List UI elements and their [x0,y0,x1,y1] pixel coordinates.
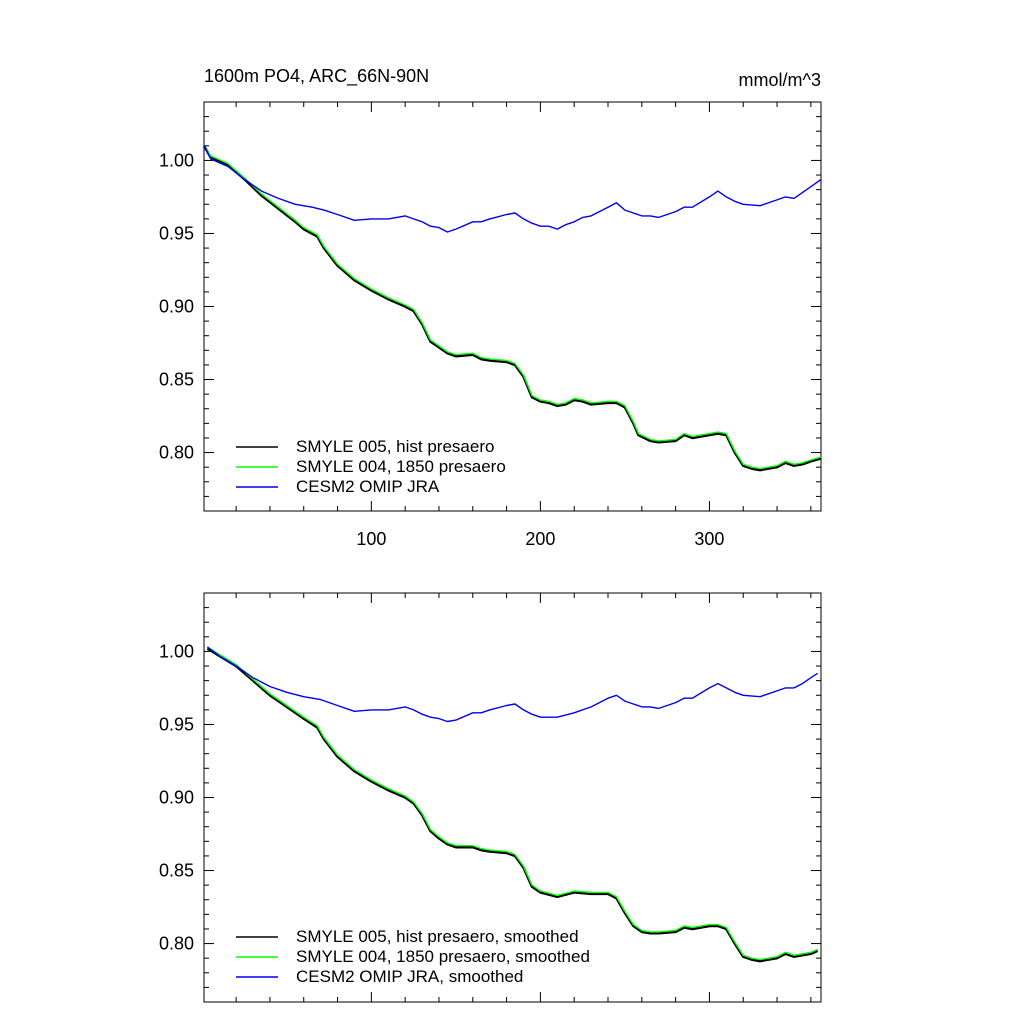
y-tick-label: 0.90 [159,788,194,808]
y-tick-label: 0.90 [159,297,194,317]
chart-panel-2: 0.80 0.85 0.90 0.95 1.00 SMYLE 005, hist pres… [159,592,822,1003]
x-tick-label: 200 [525,529,555,549]
y-tick-label: 0.80 [159,443,194,463]
y-tick-label: 1.00 [159,150,194,170]
y-tick-label: 0.80 [159,934,194,954]
legend-label-1: SMYLE 005, hist presaero [296,437,494,456]
y-tick-label: 0.85 [159,861,194,881]
series-line-2 [203,145,822,470]
chart-panel-1: 0.80 0.85 0.90 0.95 1.00 100 200 300 1600m PO4, … [159,66,822,549]
legend-label-3: CESM2 OMIP JRA [296,477,440,496]
legend-label-3: CESM2 OMIP JRA, smoothed [296,967,523,986]
y-tick-label: 1.00 [159,641,194,661]
series-line-3 [206,646,818,723]
y-tick-label: 0.95 [159,223,194,243]
series-line-3 [203,145,822,233]
series-line-1 [202,145,822,472]
x-tick-label: 300 [694,529,724,549]
legend-label-2: SMYLE 004, 1850 presaero, smoothed [296,947,590,966]
series-line-2 [207,646,818,961]
series-line-1 [206,647,819,963]
legend-label-1: SMYLE 005, hist presaero, smoothed [296,927,579,946]
x-tick-label: 100 [356,529,386,549]
chart-title: 1600m PO4, ARC_66N-90N [204,66,429,87]
legend-label-2: SMYLE 004, 1850 presaero [296,457,506,476]
y-tick-label: 0.85 [159,370,194,390]
y-tick-label: 0.95 [159,714,194,734]
units-label: mmol/m^3 [739,70,821,90]
